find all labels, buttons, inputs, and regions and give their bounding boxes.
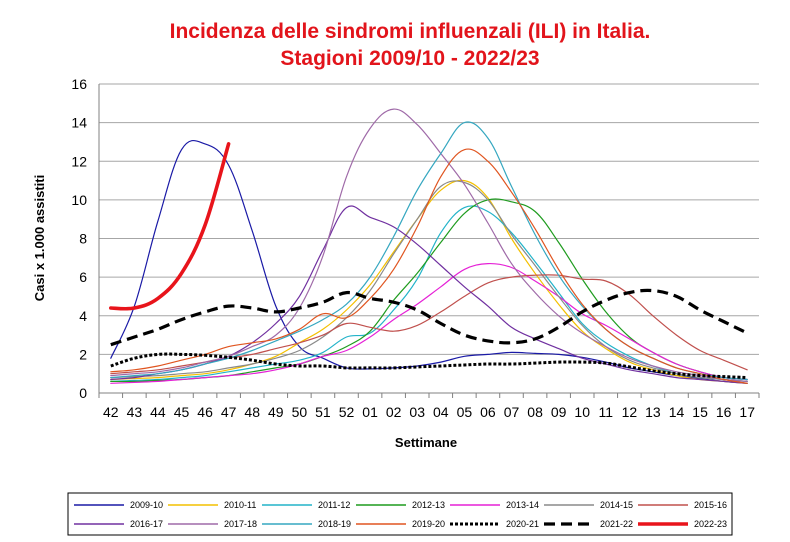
y-tick-label: 4 [79, 308, 87, 324]
x-tick-label: 48 [244, 404, 260, 420]
chart-title-block: Incidenza delle sindromi influenzali (IL… [0, 18, 790, 72]
x-tick-label: 17 [739, 404, 755, 420]
x-tick-label: 16 [716, 404, 732, 420]
series-line-2018-19 [110, 121, 748, 381]
chart-subtitle: Stagioni 2009/10 - 2022/23 [280, 47, 540, 70]
x-tick-label: 45 [174, 404, 190, 420]
x-tick-label: 47 [221, 404, 237, 420]
legend-label: 2020-21 [506, 519, 539, 529]
series-line-2021-22 [110, 288, 748, 347]
legend-label: 2022-23 [694, 519, 727, 529]
series-line-2009-10 [110, 139, 748, 384]
x-tick-label: 44 [150, 404, 166, 420]
series-line-2022-23 [109, 142, 231, 311]
gridlines [99, 83, 759, 355]
legend-box [67, 492, 733, 536]
x-tick-label: 12 [622, 404, 638, 420]
x-tick-label: 52 [339, 404, 355, 420]
x-axis-title: Settimane [395, 435, 457, 450]
x-tick-label: 04 [433, 404, 449, 420]
x-tick-label: 06 [480, 404, 496, 420]
x-tick-label: 49 [268, 404, 284, 420]
legend-label: 2009-10 [130, 500, 163, 510]
x-tick-label: 14 [669, 404, 685, 420]
series-line-2020-21 [110, 352, 748, 380]
series-line-2010-11 [110, 179, 748, 384]
x-tick-label: 46 [197, 404, 213, 420]
y-tick-label: 0 [79, 385, 87, 401]
y-tick-label: 6 [79, 269, 87, 285]
legend-label: 2021-22 [600, 519, 633, 529]
chart-title: Incidenza delle sindromi influenzali (IL… [169, 20, 651, 43]
series-line-2015-16 [110, 274, 748, 375]
x-tick-label: 05 [457, 404, 473, 420]
legend: 2009-10 2010-11 2011-12 2012-13 2013-14 2014-… [67, 492, 733, 536]
x-tick-label: 13 [645, 404, 661, 420]
series-line-2017-18 [110, 108, 748, 382]
y-tick-label: 16 [71, 76, 87, 92]
x-tick-label: 50 [292, 404, 308, 420]
x-tick-label: 07 [504, 404, 520, 420]
y-axis-title: Casi x 1.000 assistiti [32, 175, 47, 301]
series-line-2013-14 [110, 262, 748, 384]
x-tick-label: 03 [409, 404, 425, 420]
legend-label: 2015-16 [694, 500, 727, 510]
legend-label: 2017-18 [224, 519, 257, 529]
x-tick-label: 09 [551, 404, 567, 420]
series-line-2019-20 [110, 148, 748, 384]
x-tick-label: 43 [127, 404, 143, 420]
series-line-2011-12 [110, 205, 748, 382]
x-tick-label: 51 [315, 404, 331, 420]
legend-label: 2018-19 [318, 519, 351, 529]
y-tick-label: 10 [71, 192, 87, 208]
x-tick-label: 42 [103, 404, 119, 420]
legend-label: 2011-12 [318, 500, 350, 510]
x-tick-label: 01 [362, 404, 378, 420]
x-tick-label: 08 [527, 404, 543, 420]
series-lines [109, 108, 748, 384]
legend-label: 2010-11 [224, 500, 256, 510]
legend-label: 2013-14 [506, 500, 539, 510]
x-tick-label: 15 [692, 404, 708, 420]
y-tick-label: 2 [79, 346, 87, 362]
y-tick-label: 12 [71, 153, 87, 169]
legend-label: 2014-15 [600, 500, 633, 510]
legend-label: 2019-20 [412, 519, 445, 529]
x-tick-label: 02 [386, 404, 402, 420]
legend-label: 2016-17 [130, 519, 163, 529]
legend-label: 2012-13 [412, 500, 445, 510]
y-tick-label: 8 [79, 231, 87, 247]
x-tick-label: 11 [599, 404, 614, 420]
y-tick-label: 14 [71, 115, 87, 131]
x-tick-label: 10 [574, 404, 590, 420]
